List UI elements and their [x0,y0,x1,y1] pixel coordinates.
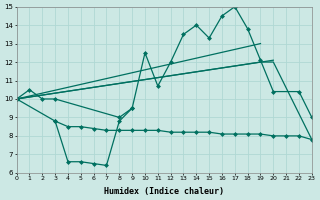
X-axis label: Humidex (Indice chaleur): Humidex (Indice chaleur) [104,187,224,196]
